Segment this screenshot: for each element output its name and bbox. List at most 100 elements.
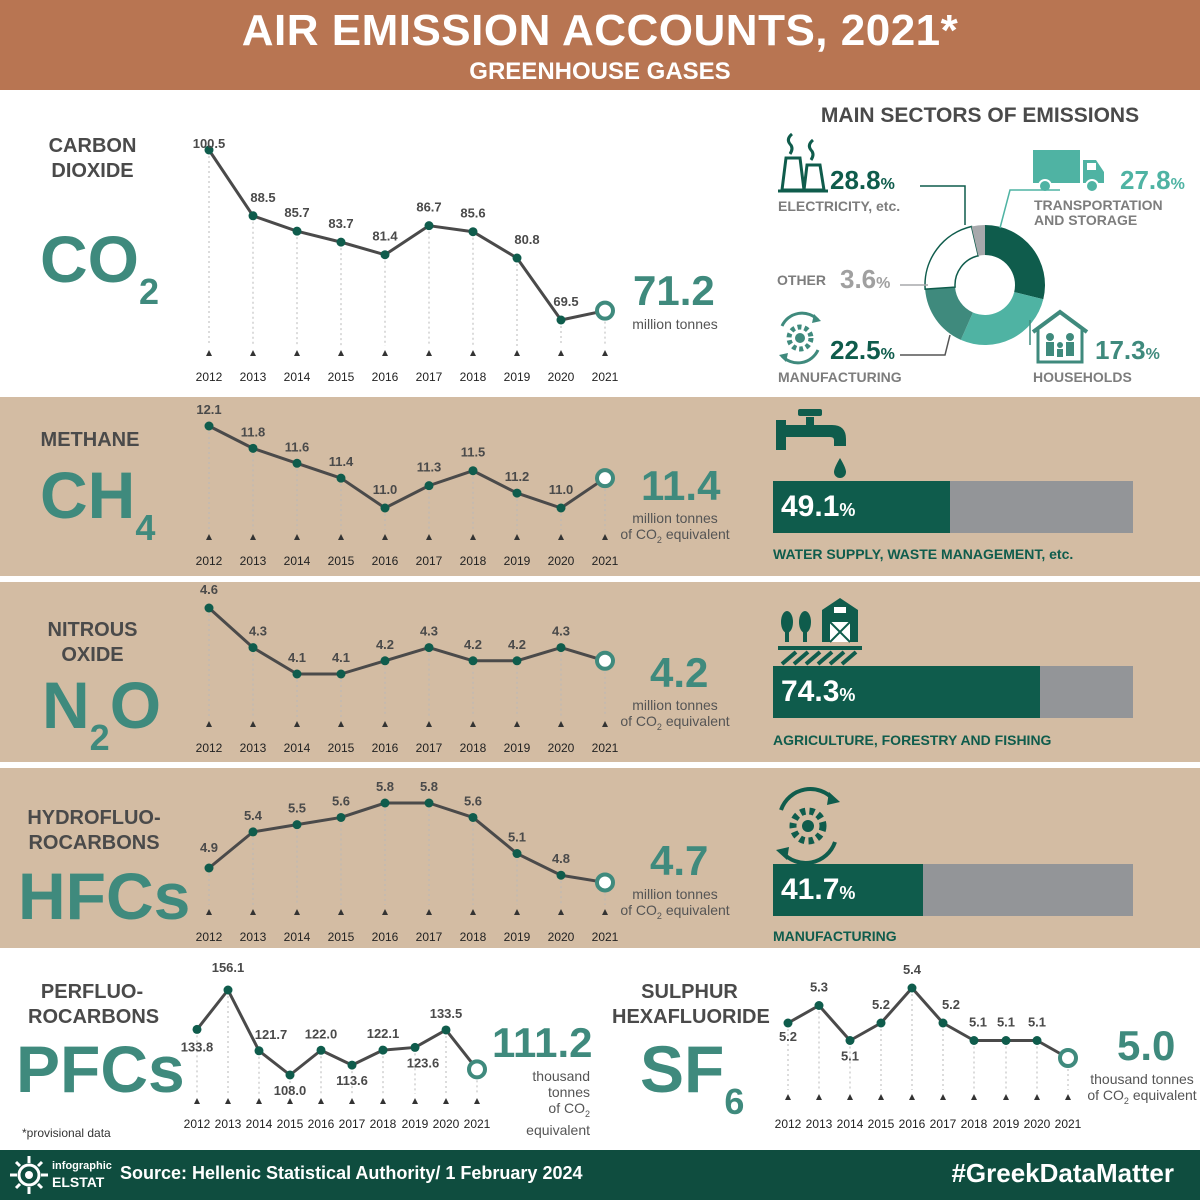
- sf6-tick-2020: [1034, 1094, 1040, 1100]
- pfc-tick-2012: [194, 1098, 200, 1104]
- ch4-point-2012: [204, 421, 214, 431]
- co2-year-2018: 2018: [460, 370, 487, 384]
- sf6-year-2018: 2018: [961, 1117, 988, 1131]
- pfc-tick-2016: [318, 1098, 324, 1104]
- co2-year-2019: 2019: [504, 370, 531, 384]
- ch4-data-label-2012: 12.1: [196, 402, 221, 417]
- co2-data-label-2015: 83.7: [328, 216, 353, 231]
- sf6-data-label-2018: 5.1: [969, 1015, 987, 1030]
- co2-year-2016: 2016: [372, 370, 399, 384]
- hfc-data-label-2020: 4.8: [552, 851, 570, 866]
- hfc-point-2012: [204, 863, 214, 873]
- pfc-data-label-2016: 122.0: [305, 1026, 338, 1041]
- sf6-tick-2018: [971, 1094, 977, 1100]
- hfc-sector-pct: 41.7%: [781, 873, 856, 906]
- ch4-sector-bar: 49.1%: [773, 481, 1133, 533]
- co2-point-2021: [595, 300, 615, 321]
- hfc-data-label-2018: 5.6: [464, 793, 482, 808]
- hfc-unit: million tonnes of CO2 equivalent: [620, 886, 730, 921]
- households-label: HOUSEHOLDS: [1033, 369, 1132, 385]
- sf6-point-2020: [1032, 1036, 1042, 1045]
- pfc-year-2015: 2015: [277, 1117, 304, 1131]
- other-pct: 3.6%: [840, 264, 891, 294]
- pfc-point-2012: [192, 1024, 202, 1034]
- hfc-data-label-2012: 4.9: [200, 840, 218, 855]
- sf6-tick-2019: [1003, 1094, 1009, 1100]
- sf6-tick-2021: [1065, 1094, 1071, 1100]
- ch4-point-2015: [336, 473, 346, 483]
- donut-slice-2: [925, 287, 973, 340]
- pfc-point-2015: [285, 1070, 295, 1080]
- hfc-year-2019: 2019: [504, 930, 531, 944]
- n2o-point-2020: [556, 643, 566, 653]
- n2o-point-2013: [248, 643, 258, 653]
- sf6-data-label-2016: 5.4: [903, 962, 922, 977]
- sf6-tick-2015: [878, 1094, 884, 1100]
- sf6-data-label-2017: 5.2: [942, 997, 960, 1012]
- pfc-unit: thousand tonnes of CO2 equivalent: [526, 1068, 590, 1138]
- co2-data-label-2014: 85.7: [284, 205, 309, 220]
- pfc-tick-2019: [412, 1098, 418, 1104]
- pfc-tick-2020: [443, 1098, 449, 1104]
- sf6-point-2017: [938, 1018, 948, 1028]
- co2-tick-2020: [558, 350, 564, 356]
- n2o-year-2016: 2016: [372, 741, 399, 755]
- ch4-series-line: [208, 424, 606, 510]
- n2o-point-2016: [380, 656, 390, 666]
- co2-tick-2017: [426, 350, 432, 356]
- sf6-point-2013: [814, 1001, 824, 1010]
- ch4-data-label-2017: 11.3: [417, 460, 442, 475]
- co2-year-2021: 2021: [592, 370, 619, 384]
- sf6-year-2017: 2017: [930, 1117, 957, 1131]
- n2o-year-2015: 2015: [328, 741, 355, 755]
- co2-year-2015: 2015: [328, 370, 355, 384]
- n2o-tick-2012: [206, 721, 212, 727]
- hfc-name: HYDROFLUO- ROCARBONS: [27, 807, 161, 854]
- n2o-data-label-2018: 4.2: [464, 637, 482, 652]
- ch4-point-2018: [468, 466, 478, 476]
- n2o-year-2017: 2017: [416, 741, 443, 755]
- page-subtitle: GREENHOUSE GASES: [469, 58, 731, 85]
- hfc-point-2013: [248, 827, 258, 837]
- co2-data-label-2017: 86.7: [416, 200, 441, 215]
- ch4-tick-2014: [294, 534, 300, 540]
- sf6-point-2014: [845, 1036, 855, 1045]
- ch4-data-label-2018: 11.5: [461, 445, 486, 460]
- n2o-point-2019: [512, 656, 522, 666]
- transport-pct: 27.8%: [1120, 165, 1185, 195]
- ch4-latest-value: 11.4: [641, 462, 721, 509]
- n2o-sector-pct: 74.3%: [781, 675, 856, 708]
- hfc-point-2016: [380, 798, 390, 808]
- sf6-tick-2012: [785, 1094, 791, 1100]
- co2-point-2015: [336, 237, 346, 247]
- co2-tick-2014: [294, 350, 300, 356]
- co2-point-2019: [512, 253, 522, 263]
- co2-year-2012: 2012: [196, 370, 223, 384]
- pfc-point-2016: [316, 1045, 326, 1055]
- pfc-point-2021: [467, 1059, 487, 1080]
- pfc-data-label-2020: 133.5: [430, 1006, 463, 1021]
- n2o-year-2020: 2020: [548, 741, 575, 755]
- co2-year-2014: 2014: [284, 370, 311, 384]
- hfc-point-2019: [512, 849, 522, 859]
- leader-transport: [999, 189, 1060, 229]
- n2o-data-label-2013: 4.3: [249, 624, 267, 639]
- electricity-pct: 28.8%: [830, 165, 895, 195]
- pfc-tick-2015: [287, 1098, 293, 1104]
- n2o-tick-2016: [382, 721, 388, 727]
- sf6-tick-2016: [909, 1094, 915, 1100]
- pfc-year-2020: 2020: [433, 1117, 460, 1131]
- ch4-year-2012: 2012: [196, 554, 223, 568]
- hashtag: #GreekDataMatter: [951, 1158, 1174, 1188]
- co2-year-2017: 2017: [416, 370, 443, 384]
- hfc-point-2018: [468, 812, 478, 822]
- ch4-sector-pct: 49.1%: [781, 490, 856, 523]
- hfc-year-2013: 2013: [240, 930, 267, 944]
- n2o-tick-2020: [558, 721, 564, 727]
- source-text: Source: Hellenic Statistical Authority/ …: [120, 1163, 583, 1183]
- households-pct: 17.3%: [1095, 335, 1160, 365]
- hfc-data-label-2013: 5.4: [244, 808, 263, 823]
- ch4-tick-2019: [514, 534, 520, 540]
